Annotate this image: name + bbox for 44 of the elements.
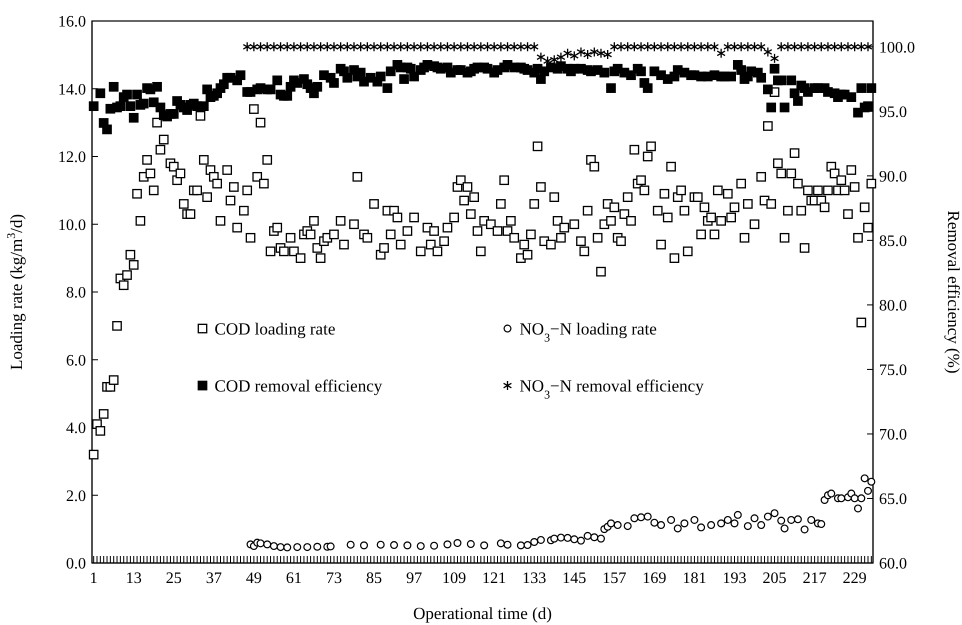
- legend-label: NO$_{3}$−N loading rate: [520, 320, 657, 345]
- x-tick-label: 13: [126, 570, 142, 587]
- y-tick-label: 12.0: [58, 149, 86, 166]
- x-tick-label: 37: [206, 570, 222, 587]
- y-tick-label: 10.0: [58, 216, 86, 234]
- y2-tick-label: 85.0: [879, 232, 907, 250]
- x-tick-label: 133: [522, 570, 546, 587]
- y2-tick-label: 95.0: [879, 104, 907, 121]
- legend-label: NO$_{3}$−N removal efficiency: [520, 376, 704, 402]
- x-tick-label: 145: [562, 570, 586, 587]
- x-tick-label: 97: [406, 570, 422, 587]
- x-tick-label: 193: [722, 570, 746, 587]
- y2-tick-label: 60.0: [879, 556, 907, 572]
- x-tick-label: 73: [326, 570, 342, 587]
- x-tick-label: 121: [482, 570, 506, 587]
- y-tick-label: 8.0: [66, 284, 86, 302]
- x-tick-label: 181: [682, 570, 706, 587]
- y2-tick-label: 80.0: [879, 297, 907, 314]
- y-tick-label: 2.0: [66, 488, 86, 505]
- y2-axis-title: Removal efficiency (%): [944, 210, 962, 374]
- x-tick-label: 25: [166, 570, 182, 587]
- y2-tick-label: 70.0: [879, 426, 907, 444]
- y2-tick-label: 100.0: [879, 39, 915, 56]
- x-tick-label: 157: [602, 570, 626, 587]
- y2-tick-label: 65.0: [879, 490, 907, 508]
- y-tick-label: 16.0: [58, 14, 86, 30]
- x-tick-label: 229: [842, 570, 867, 587]
- x-tick-label: 109: [442, 570, 466, 587]
- y-tick-label: 4.0: [66, 420, 86, 437]
- x-tick-label: 1: [90, 570, 98, 587]
- x-axis-title: Operational time (d): [413, 604, 552, 623]
- x-tick-label: 85: [366, 570, 382, 587]
- x-tick-label: 169: [642, 570, 666, 587]
- y-tick-label: 6.0: [66, 352, 86, 370]
- x-tick-label: 61: [286, 570, 302, 587]
- y-tick-label: 14.0: [58, 81, 86, 98]
- x-tick-label: 49: [246, 570, 262, 587]
- legend-label: COD removal efficiency: [214, 376, 383, 396]
- y2-tick-label: 90.0: [879, 168, 907, 186]
- y2-tick-label: 75.0: [879, 362, 907, 379]
- x-tick-label: 217: [802, 570, 827, 587]
- x-tick-label: 205: [762, 570, 787, 587]
- y-tick-label: 0.0: [66, 556, 86, 572]
- legend-label: COD loading rate: [214, 320, 336, 339]
